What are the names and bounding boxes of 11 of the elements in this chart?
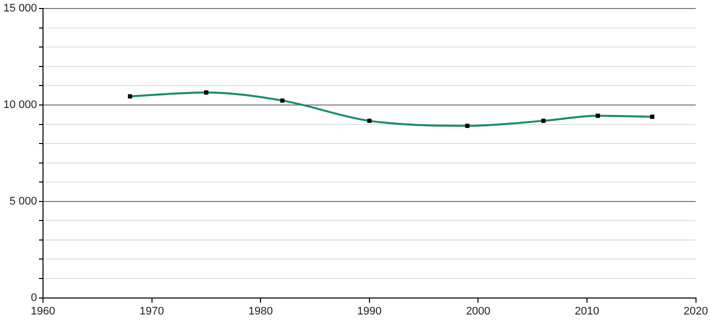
y-tick-label: 5 000 xyxy=(9,195,37,208)
x-tick-label: 2000 xyxy=(466,305,490,318)
x-tick-label: 2010 xyxy=(574,305,600,318)
y-tick-label: 15 000 xyxy=(3,2,37,15)
x-tick-label: 1960 xyxy=(30,305,56,318)
y-tick-label: 0 xyxy=(30,292,37,304)
x-tick-label: 1970 xyxy=(140,305,164,318)
x-tick-label: 2020 xyxy=(684,305,708,318)
x-tick-label: 1980 xyxy=(248,305,273,318)
x-tick-label: 1990 xyxy=(357,305,382,318)
y-tick-label: 10 000 xyxy=(3,99,37,112)
